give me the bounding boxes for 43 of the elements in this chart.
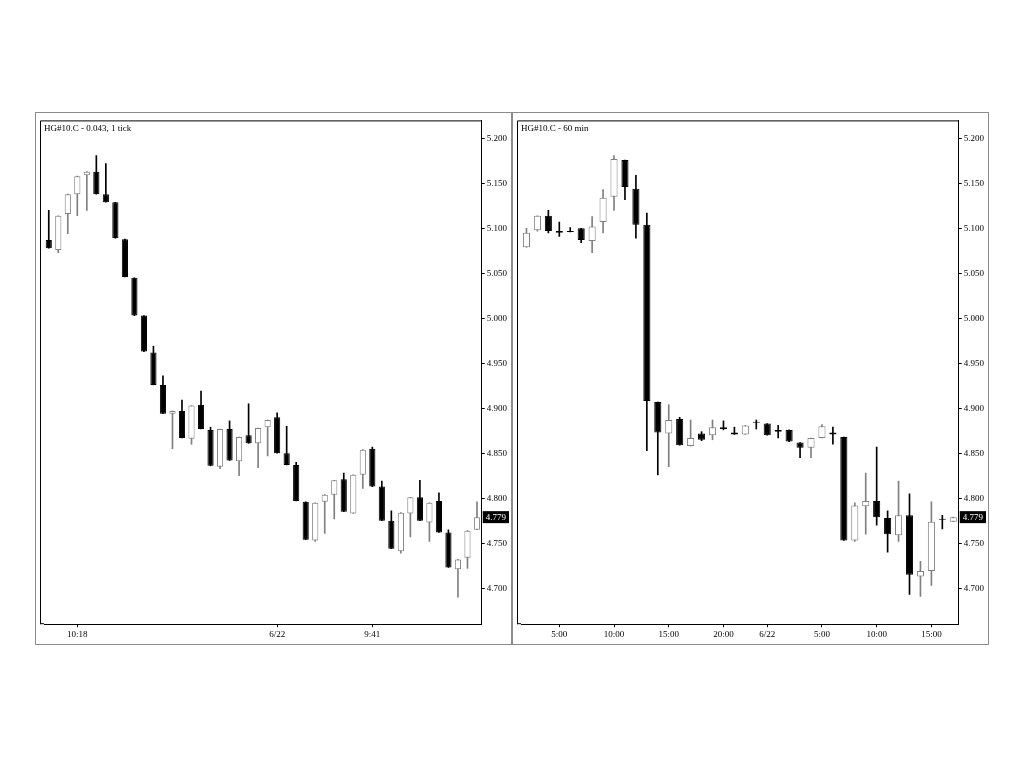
y-tick-label: 4.800 bbox=[486, 492, 508, 503]
chart-title: HG#10.C - 60 min bbox=[521, 123, 589, 134]
y-tick-label: 4.700 bbox=[963, 582, 985, 593]
chart-title: HG#10.C - 0.043, 1 tick bbox=[44, 123, 132, 134]
candlestick bbox=[454, 559, 462, 598]
y-tick-label: 4.850 bbox=[486, 447, 508, 458]
annotation: 4.779 bbox=[962, 512, 984, 522]
x-tick-label: 20:00 bbox=[713, 628, 735, 639]
y-tick-label: 4.800 bbox=[963, 492, 985, 503]
y-tick-label: 5.100 bbox=[486, 222, 508, 233]
candlestick bbox=[665, 404, 673, 468]
y-tick-label: 5.000 bbox=[963, 312, 985, 323]
y-tick-label: 5.150 bbox=[486, 177, 508, 188]
y-tick-label: 4.700 bbox=[486, 582, 508, 593]
y-tick-label: 5.100 bbox=[963, 222, 985, 233]
y-tick-label: 4.900 bbox=[963, 402, 985, 413]
y-tick-label: 4.950 bbox=[963, 357, 985, 368]
y-tick-label: 5.150 bbox=[963, 177, 985, 188]
x-tick-label: 15:00 bbox=[658, 628, 680, 639]
x-tick-label: 5:00 bbox=[551, 628, 568, 639]
x-tick-label: 5:00 bbox=[813, 628, 831, 639]
x-tick-label: 6/22 bbox=[759, 628, 776, 639]
y-tick-label: 5.050 bbox=[963, 267, 985, 278]
x-tick-label: 10:18 bbox=[67, 628, 89, 639]
y-tick-label: 4.900 bbox=[486, 402, 508, 413]
y-tick-label: 4.850 bbox=[963, 447, 985, 458]
y-tick-label: 4.750 bbox=[486, 537, 508, 548]
y-tick-label: 5.000 bbox=[486, 312, 508, 323]
x-tick-label: 10:00 bbox=[603, 628, 625, 639]
x-tick-label: 10:00 bbox=[866, 628, 888, 639]
x-tick-label: 15:00 bbox=[921, 628, 943, 639]
x-tick-label: 9:41 bbox=[364, 628, 381, 639]
candlestick bbox=[873, 446, 881, 526]
y-tick-label: 5.200 bbox=[486, 132, 508, 143]
annotation: 4.779 bbox=[485, 512, 507, 522]
y-tick-label: 4.950 bbox=[486, 357, 508, 368]
candlestick bbox=[45, 210, 52, 249]
candlestick bbox=[321, 494, 328, 534]
y-tick-label: 5.200 bbox=[963, 132, 985, 143]
x-tick-label: 6/22 bbox=[269, 628, 286, 639]
candlestick bbox=[102, 163, 109, 203]
y-tick-label: 5.050 bbox=[486, 267, 508, 278]
y-tick-label: 4.750 bbox=[963, 537, 985, 548]
